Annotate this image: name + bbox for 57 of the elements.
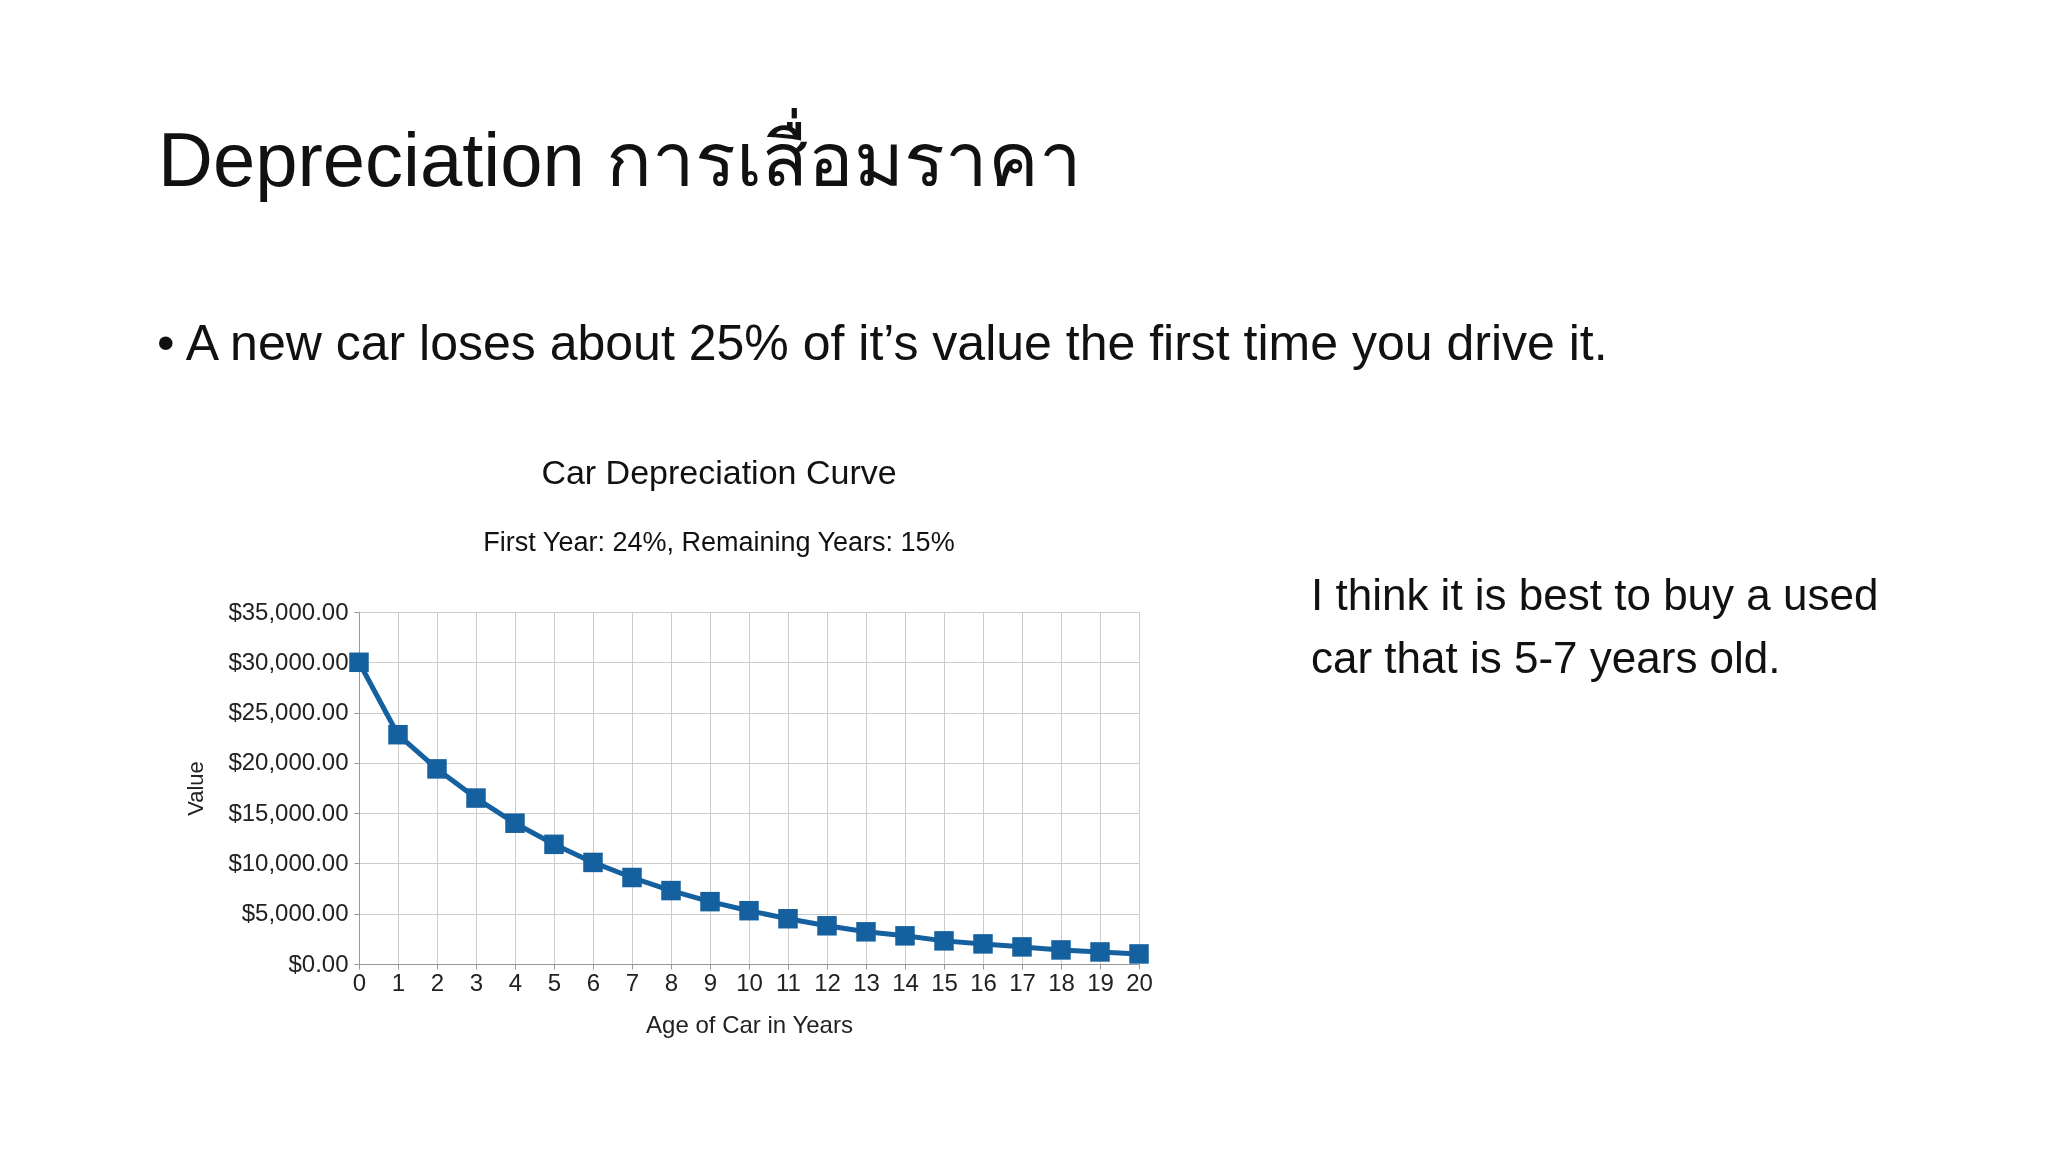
y-tick-label: $20,000.00 xyxy=(228,748,349,776)
point xyxy=(622,867,642,888)
x-tick-label: 10 xyxy=(736,968,763,996)
x-axis-title: Age of Car in Years xyxy=(646,1010,853,1038)
x-tick-label: 15 xyxy=(931,968,958,996)
x-tick-label: 17 xyxy=(1009,968,1036,996)
point xyxy=(349,652,369,673)
point xyxy=(1051,940,1071,960)
y-axis-title: Value xyxy=(183,761,209,816)
point xyxy=(505,813,525,833)
y-tick-label: $30,000.00 xyxy=(228,647,349,675)
y-tick-label: $0.00 xyxy=(288,949,349,977)
x-tick-label: 3 xyxy=(469,968,484,996)
point xyxy=(1129,944,1149,964)
x-tick-label: 20 xyxy=(1126,968,1153,996)
x-tick-label: 7 xyxy=(625,968,640,996)
x-tick-label: 18 xyxy=(1048,968,1075,996)
x-tick-label: 11 xyxy=(776,968,801,996)
x-tick-label: 5 xyxy=(547,968,562,996)
y-tick-label: $10,000.00 xyxy=(228,848,349,876)
x-tick-label: 1 xyxy=(391,968,406,996)
point xyxy=(817,916,837,936)
x-tick-label: 19 xyxy=(1087,968,1114,996)
chart-subtitle: First Year: 24%, Remaining Years: 15% xyxy=(483,527,955,557)
x-tick-label: 12 xyxy=(814,968,841,996)
y-tick-label: $35,000.00 xyxy=(228,597,349,625)
point xyxy=(661,880,681,901)
y-tick-label: $25,000.00 xyxy=(228,698,349,726)
point xyxy=(544,834,564,855)
point xyxy=(739,900,759,921)
y-tick-label: $5,000.00 xyxy=(241,899,349,927)
x-tick-label: 13 xyxy=(853,968,880,996)
x-tick-label: 14 xyxy=(892,968,919,996)
x-tick-label: 0 xyxy=(352,968,367,996)
x-tick-label: 6 xyxy=(586,968,601,996)
chart-title: Car Depreciation Curve xyxy=(541,453,897,491)
point xyxy=(583,852,603,873)
text: Depreciation การเสื่อมราคา xyxy=(158,108,1082,202)
point xyxy=(856,922,876,942)
point xyxy=(1090,942,1110,962)
point xyxy=(700,891,720,912)
point xyxy=(973,934,993,954)
x-tick-label: 16 xyxy=(970,968,997,996)
y-tick-label: $15,000.00 xyxy=(228,798,349,826)
point xyxy=(427,759,447,779)
text: • A new car loses about 25% of it’s value the first time you drive it. xyxy=(157,315,1608,371)
x-tick-label: 2 xyxy=(430,968,445,996)
point xyxy=(895,926,915,946)
text: I think it is best to buy a used car that is 5-7 years old. xyxy=(1311,570,1879,682)
x-tick-label: 8 xyxy=(664,968,679,996)
point xyxy=(466,788,486,808)
point xyxy=(778,909,798,929)
point xyxy=(1012,937,1032,957)
x-tick-label: 9 xyxy=(703,968,718,996)
point xyxy=(388,724,408,745)
point xyxy=(934,931,954,951)
x-tick-label: 4 xyxy=(508,968,523,996)
